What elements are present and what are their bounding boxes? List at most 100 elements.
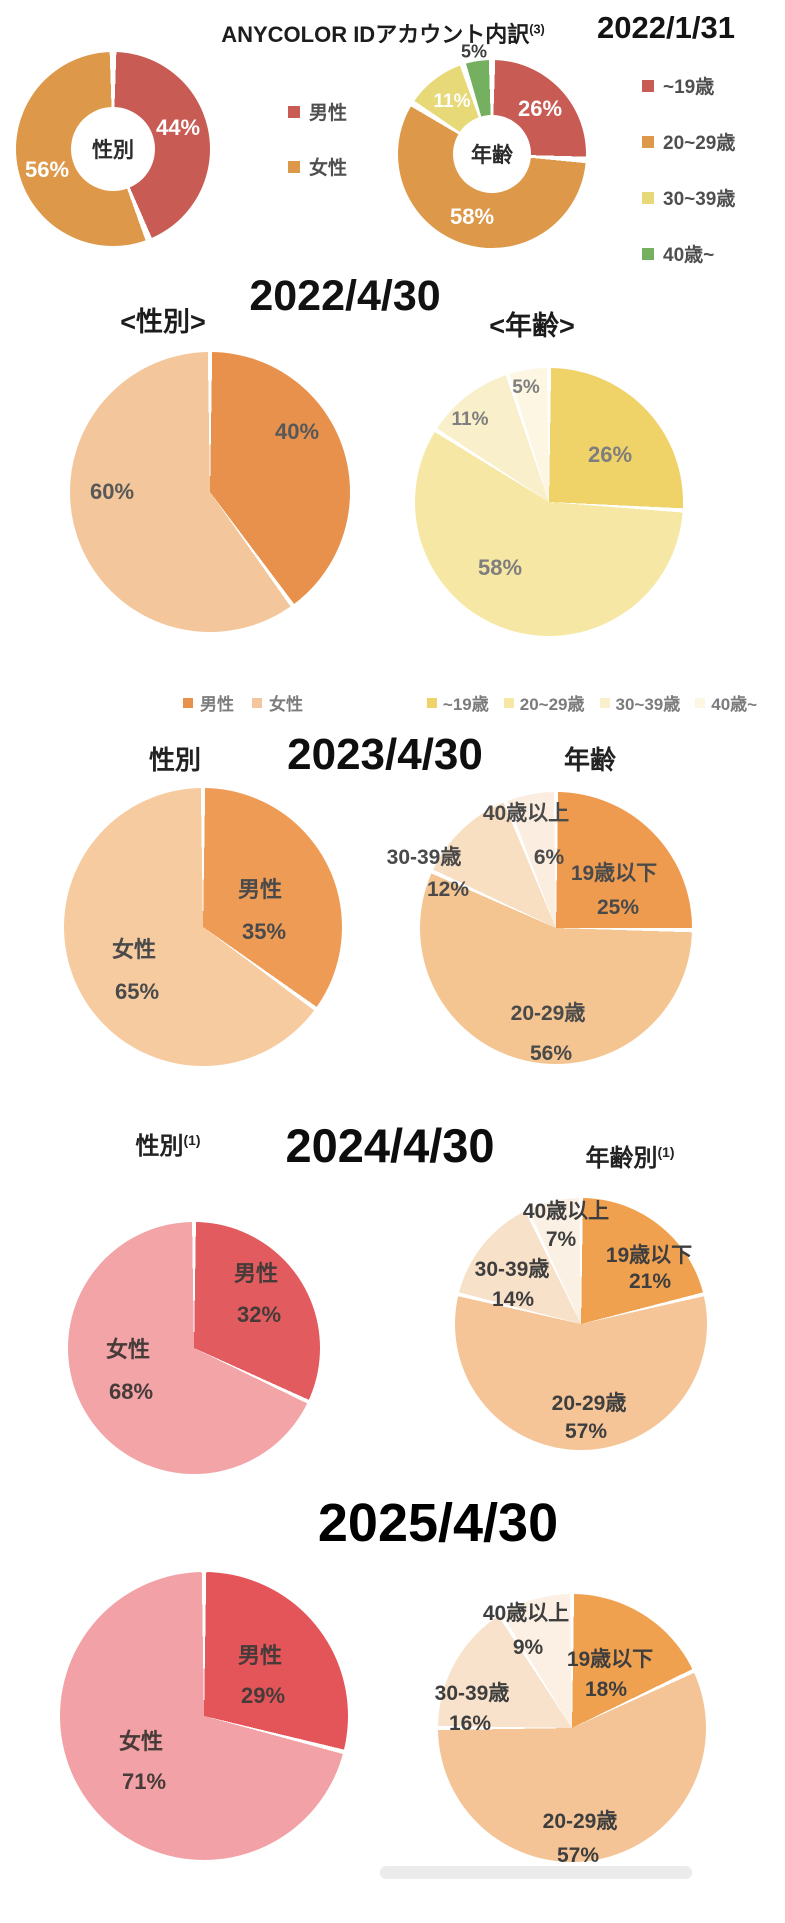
legend-item: ~19歳 xyxy=(426,690,489,715)
legend-swatch xyxy=(288,105,300,118)
pie-pct-label: 65% xyxy=(114,979,160,1004)
legend-swatch xyxy=(426,697,437,708)
legend-swatch xyxy=(642,247,654,260)
legend-item: 30~39歳 xyxy=(642,184,735,211)
legend-item: 40歳~ xyxy=(642,240,735,267)
legend-label: 男性 xyxy=(200,695,234,714)
donut-center-label: 年齢 xyxy=(471,144,513,167)
pie-pct-label: 16% xyxy=(448,1712,492,1735)
pie-slice-label: 女性 xyxy=(111,937,157,962)
legend-label: 30~39歳 xyxy=(615,695,681,714)
age-pie-chart: 40歳以上 9% 19歳以下 18% 30-39歳 16% 20-29歳 57% xyxy=(434,1594,706,1867)
section-title-footnote: (3) xyxy=(529,21,545,37)
age-legend: ~19歳 20~29歳 30~39歳 40歳~ xyxy=(426,690,758,715)
pie-slice-label: 男性 xyxy=(237,1643,283,1668)
pie-pct-label: 40% xyxy=(274,419,320,444)
pie-pct-label: 26% xyxy=(587,442,633,467)
gender-heading-text: 性別 xyxy=(135,1133,184,1160)
gender-legend: 男性 女性 xyxy=(288,98,347,180)
age-pie-chart: 40歳以上 6% 30-39歳 12% 19歳以下 25% 20-29歳 56% xyxy=(387,792,692,1065)
pie-slice-label: 30-39歳 xyxy=(386,846,462,869)
donut-center-label: 性別 xyxy=(92,139,134,162)
section-title: ANYCOLOR IDアカウント内訳(3) xyxy=(221,17,545,49)
donut-hole: 性別 xyxy=(71,107,155,191)
pie-slice-label: 40歳以上 xyxy=(482,802,570,825)
legend-label: 男性 xyxy=(309,103,348,124)
section-date: 2025/4/30 xyxy=(317,1493,559,1553)
pie-slice-label: 20-29歳 xyxy=(510,1002,586,1025)
section-date: 2022/1/31 xyxy=(597,10,735,45)
section-title-text: ANYCOLOR IDアカウント内訳 xyxy=(221,22,530,47)
pie-pct-label: 68% xyxy=(108,1379,154,1404)
age-heading-text: 年齢別 xyxy=(585,1145,658,1172)
pie-pct-label: 56% xyxy=(24,157,70,182)
pie-pct-label: 44% xyxy=(155,115,201,140)
legend-label: 女性 xyxy=(269,695,303,714)
gender-pie-chart: 男性 29% 女性 71% xyxy=(60,1572,348,1860)
gender-heading: 性別(1) xyxy=(136,1126,201,1161)
legend-swatch xyxy=(599,697,610,708)
pie-pct-label: 58% xyxy=(477,555,523,580)
legend-item: 女性 xyxy=(252,690,303,715)
pie-pct-label: 57% xyxy=(556,1844,600,1867)
donut-hole: 年齢 xyxy=(453,115,531,193)
pie-pct-label: 11% xyxy=(451,409,489,430)
gender-pie-chart: 40% 60% xyxy=(70,352,350,632)
age-heading: 年齢 xyxy=(563,745,617,775)
legend-item: 30~39歳 xyxy=(599,690,681,715)
pie-pct-label: 7% xyxy=(545,1228,577,1251)
pie-pct-label: 21% xyxy=(628,1270,672,1293)
legend-label: 40歳~ xyxy=(663,245,715,266)
pie-slice-label: 女性 xyxy=(118,1729,164,1754)
legend-label: 20~29歳 xyxy=(519,695,585,714)
pie-pct-label: 57% xyxy=(564,1420,608,1443)
pie-pct-label: 12% xyxy=(426,878,470,901)
legend-label: 女性 xyxy=(309,158,348,179)
section-date: 2022/4/30 xyxy=(249,272,441,320)
legend-swatch xyxy=(695,697,706,708)
legend-swatch xyxy=(642,79,654,92)
legend-label: ~19歳 xyxy=(663,77,715,98)
pie-slice-label: 19歳以下 xyxy=(566,1648,654,1671)
bottom-gray-strip xyxy=(380,1866,692,1879)
legend-swatch xyxy=(183,697,193,708)
pie-slice-label: 20-29歳 xyxy=(551,1392,627,1415)
legend-item: 女性 xyxy=(288,153,347,180)
legend-swatch xyxy=(252,697,262,708)
pie-pct-label: 5% xyxy=(460,41,488,62)
pie-slice-label: 19歳以下 xyxy=(570,862,658,885)
pie-slice-label: 40歳以上 xyxy=(522,1200,610,1223)
legend-item: 20~29歳 xyxy=(642,128,735,155)
pie-pct-label: 6% xyxy=(533,846,565,869)
pie-pct-label: 14% xyxy=(491,1288,535,1311)
pie-pct-label: 18% xyxy=(584,1678,628,1701)
legend-label: 40歳~ xyxy=(711,695,758,714)
legend-label: 30~39歳 xyxy=(663,189,736,210)
pie-pct-label: 58% xyxy=(449,204,495,229)
legend-label: 20~29歳 xyxy=(663,133,736,154)
age-heading: 年齢別(1) xyxy=(586,1138,675,1173)
pie-pct-label: 25% xyxy=(596,896,640,919)
age-legend: ~19歳 20~29歳 30~39歳 40歳~ xyxy=(642,72,735,267)
pie-slice-label: 男性 xyxy=(237,877,283,902)
pie-slice-label: 30-39歳 xyxy=(434,1682,510,1705)
age-pie-chart: 40歳以上 7% 19歳以下 21% 30-39歳 14% 20-29歳 57% xyxy=(455,1198,707,1450)
pie-pct-label: 32% xyxy=(236,1302,282,1327)
legend-item: ~19歳 xyxy=(642,72,735,99)
pie-slice-label: 20-29歳 xyxy=(542,1810,618,1833)
age-donut-chart: 年齢 26% 58% 11% 5% xyxy=(398,42,586,248)
pie-slice-label: 30-39歳 xyxy=(474,1258,550,1281)
pie-pct-label: 60% xyxy=(89,479,135,504)
legend-item: 男性 xyxy=(288,98,347,125)
gender-heading: 性別 xyxy=(148,745,202,775)
gender-legend: 男性 女性 xyxy=(183,690,303,715)
gender-heading: <性別> xyxy=(120,307,206,337)
legend-swatch xyxy=(503,697,514,708)
age-heading: <年齢> xyxy=(489,311,575,341)
pie-slice-label: 男性 xyxy=(233,1261,279,1286)
age-pie-chart: 26% 58% 11% 5% xyxy=(415,368,683,636)
legend-item: 20~29歳 xyxy=(503,690,585,715)
gender-donut-chart: 性別 44% 56% xyxy=(16,52,210,246)
pie-pct-label: 26% xyxy=(517,96,563,121)
